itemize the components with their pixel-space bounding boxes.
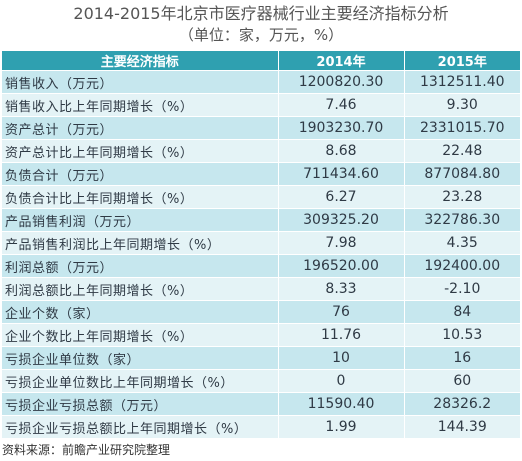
row-label: 负债合计（万元） (2, 162, 279, 186)
value-2014: 0 (278, 369, 405, 393)
value-2014: 711434.60 (278, 162, 405, 186)
value-2014: 7.98 (278, 231, 405, 255)
value-2015: 1312511.40 (404, 70, 520, 94)
row-label: 亏损企业亏损总额（万元） (2, 392, 279, 416)
table-row: 企业个数（家） 76 84 (2, 300, 520, 324)
table-row: 利润总额（万元） 196520.00 192400.00 (2, 254, 520, 278)
table-row: 产品销售利润（万元） 309325.20 322786.30 (2, 208, 520, 232)
header-indicator: 主要经济指标 (2, 51, 279, 71)
table-row: 亏损企业亏损总额比上年同期增长（%） 1.99 144.39 (2, 415, 520, 438)
row-label: 利润总额比上年同期增长（%） (2, 277, 279, 301)
value-2015: 322786.30 (404, 208, 520, 232)
value-2014: 6.27 (278, 185, 405, 209)
header-2015: 2015年 (404, 51, 520, 71)
value-2015: 22.48 (404, 139, 520, 163)
row-label: 资产总计（万元） (2, 116, 279, 140)
value-2015: 192400.00 (404, 254, 520, 278)
value-2014: 76 (278, 300, 405, 324)
value-2014: 8.33 (278, 277, 405, 301)
page-subtitle: （单位：家，万元，%） (178, 26, 344, 44)
value-2014: 8.68 (278, 139, 405, 163)
table-row: 企业个数比上年同期增长（%） 11.76 10.53 (2, 323, 520, 347)
value-2015: 16 (404, 346, 520, 370)
table-row: 销售收入比上年同期增长（%） 7.46 9.30 (2, 93, 520, 117)
table-row: 资产总计比上年同期增长（%） 8.68 22.48 (2, 139, 520, 163)
table-row: 负债合计比上年同期增长（%） 6.27 23.28 (2, 185, 520, 209)
table-row: 亏损企业单位数比上年同期增长（%） 0 60 (2, 369, 520, 393)
value-2014: 1.99 (278, 415, 405, 438)
value-2015: 10.53 (404, 323, 520, 347)
table-header-row: 主要经济指标 2014年 2015年 (2, 51, 520, 71)
value-2014: 196520.00 (278, 254, 405, 278)
value-2014: 11590.40 (278, 392, 405, 416)
value-2015: 60 (404, 369, 520, 393)
table-row: 亏损企业单位数（家） 10 16 (2, 346, 520, 370)
row-label: 利润总额（万元） (2, 254, 279, 278)
row-label: 亏损企业亏损总额比上年同期增长（%） (2, 415, 279, 438)
value-2014: 1903230.70 (278, 116, 405, 140)
value-2015: 28326.2 (404, 392, 520, 416)
value-2015: 4.35 (404, 231, 520, 255)
row-label: 产品销售利润比上年同期增长（%） (2, 231, 279, 255)
value-2014: 11.76 (278, 323, 405, 347)
row-label: 资产总计比上年同期增长（%） (2, 139, 279, 163)
row-label: 亏损企业单位数（家） (2, 346, 279, 370)
indicator-table: 主要经济指标 2014年 2015年 销售收入（万元） 1200820.30 1… (2, 51, 520, 438)
table-row: 负债合计（万元） 711434.60 877084.80 (2, 162, 520, 186)
table-row: 利润总额比上年同期增长（%） 8.33 -2.10 (2, 277, 520, 301)
value-2015: 2331015.70 (404, 116, 520, 140)
table-row: 资产总计（万元） 1903230.70 2331015.70 (2, 116, 520, 140)
row-label: 产品销售利润（万元） (2, 208, 279, 232)
table-row: 产品销售利润比上年同期增长（%） 7.98 4.35 (2, 231, 520, 255)
row-label: 企业个数（家） (2, 300, 279, 324)
table-row: 销售收入（万元） 1200820.30 1312511.40 (2, 70, 520, 94)
value-2014: 7.46 (278, 93, 405, 117)
table-row: 亏损企业亏损总额（万元） 11590.40 28326.2 (2, 392, 520, 416)
value-2015: 23.28 (404, 185, 520, 209)
value-2014: 309325.20 (278, 208, 405, 232)
row-label: 企业个数比上年同期增长（%） (2, 323, 279, 347)
value-2014: 10 (278, 346, 405, 370)
row-label: 销售收入（万元） (2, 70, 279, 94)
row-label: 负债合计比上年同期增长（%） (2, 185, 279, 209)
page-title: 2014-2015年北京市医疗器械行业主要经济指标分析 (73, 4, 449, 23)
header-2014: 2014年 (278, 51, 405, 71)
source-note: 资料来源：前瞻产业研究院整理 (2, 443, 171, 457)
value-2015: 144.39 (404, 415, 520, 438)
value-2015: 84 (404, 300, 520, 324)
value-2015: 9.30 (404, 93, 520, 117)
row-label: 亏损企业单位数比上年同期增长（%） (2, 369, 279, 393)
row-label: 销售收入比上年同期增长（%） (2, 93, 279, 117)
value-2015: -2.10 (404, 277, 520, 301)
value-2014: 1200820.30 (278, 70, 405, 94)
value-2015: 877084.80 (404, 162, 520, 186)
